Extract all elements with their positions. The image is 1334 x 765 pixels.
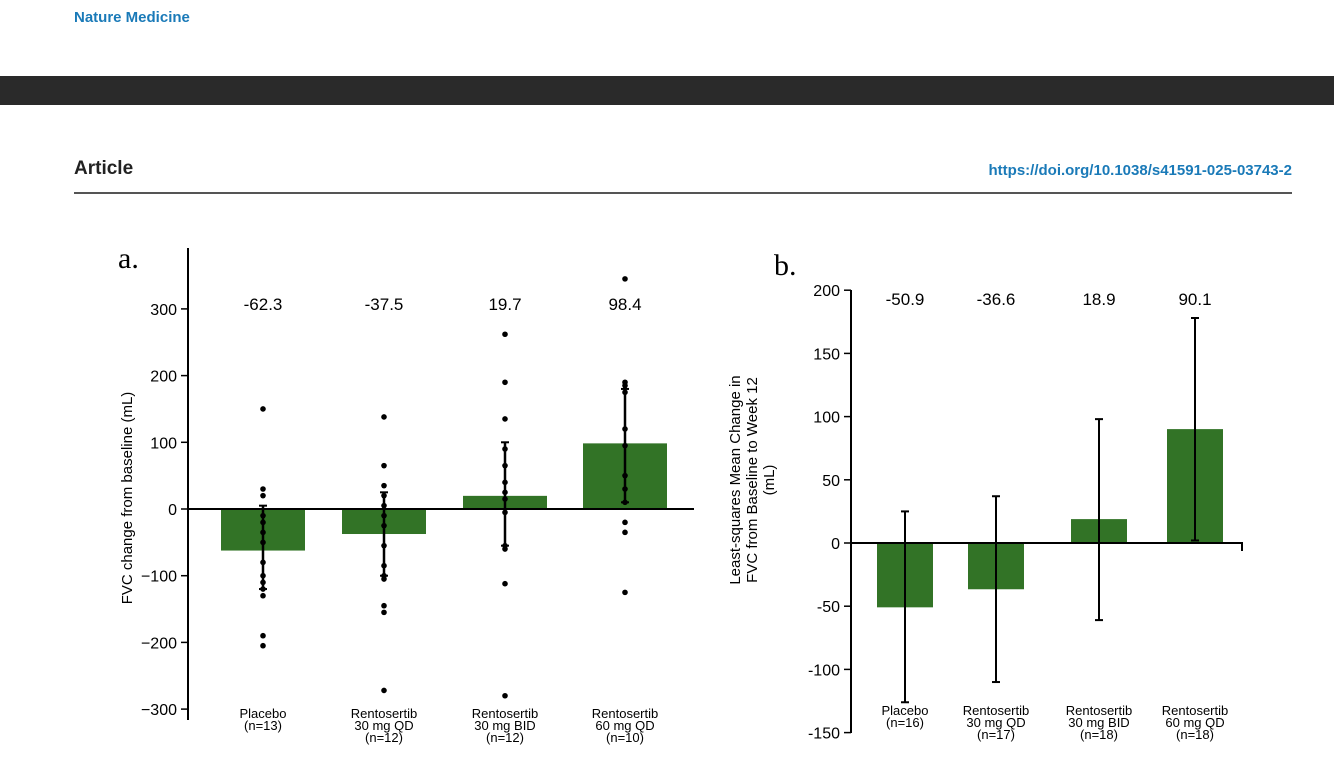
charta-value-label-1: -62.3: [244, 295, 283, 314]
charta-point-2-14: [381, 687, 387, 694]
charta-category-label-2-2: 30 mg QD: [354, 718, 413, 733]
chartb-ylabel-2: FVC from Baseline to Week 12: [744, 377, 761, 583]
chartb-category-label-3-2: 30 mg BID: [1068, 715, 1129, 730]
charta-category-label-4-3: (n=10): [606, 730, 644, 745]
charta-point-2-13: [381, 609, 387, 616]
chartb-category-label-4-3: (n=18): [1176, 727, 1214, 742]
charta-point-1-2: [260, 486, 266, 492]
chartb-category-label-1-2: (n=16): [886, 715, 924, 730]
chartb-category-label-2-3: (n=17): [977, 727, 1015, 742]
header-band: [0, 76, 1334, 105]
chartb-value-label-3: 18.9: [1082, 290, 1115, 309]
charta-ytick-label-6: −200: [141, 635, 177, 652]
charta-panel-label: a.: [118, 242, 139, 275]
chartb-category-label-1-1: Placebo: [882, 703, 929, 718]
charta-point-4-11: [622, 529, 628, 536]
charta-category-label-3-3: (n=12): [486, 730, 524, 745]
chartb-category-label-4-1: Rentosertib: [1162, 703, 1228, 718]
chartb-ylabel-3: (mL): [761, 465, 778, 496]
chartb-ytick-label-7: -100: [808, 662, 840, 679]
doi-link[interactable]: https://doi.org/10.1038/s41591-025-03743…: [988, 162, 1293, 179]
charta-category-label-3-2: 30 mg BID: [474, 718, 535, 733]
charta-point-3-3: [502, 416, 508, 422]
charta-ytick-label-3: 100: [150, 435, 177, 452]
chartb-ylabel-1: Least-squares Mean Change in: [727, 375, 744, 584]
charta-value-label-3: 19.7: [488, 295, 521, 314]
charta-value-label-4: 98.4: [608, 295, 641, 314]
charta-point-3-1: [502, 331, 508, 338]
charta-point-4-12: [622, 589, 628, 596]
charta-point-3-12: [502, 580, 508, 587]
charta-point-2-12: [381, 602, 387, 609]
chartb-category-label-3-1: Rentosertib: [1066, 703, 1132, 718]
charta-category-label-4-2: 60 mg QD: [595, 718, 654, 733]
charta-point-3-11: [502, 546, 508, 552]
charta-point-4-1: [622, 276, 628, 282]
charta-point-1-13: [260, 632, 266, 639]
charta-point-4-10: [622, 519, 628, 526]
chartb-ytick-label-4: 50: [822, 473, 840, 490]
charta-ytick-label-4: 0: [168, 502, 177, 519]
chartb-ytick-label-6: -50: [817, 599, 840, 616]
chartb-category-label-3-3: (n=18): [1080, 727, 1118, 742]
charta-point-2-1: [381, 414, 387, 420]
chartb-category-label-2-1: Rentosertib: [963, 703, 1029, 718]
charta-ytick-label-2: 200: [150, 369, 177, 386]
chartb-value-label-4: 90.1: [1178, 290, 1211, 309]
chartb-value-label-1: -50.9: [886, 290, 925, 309]
charta-category-label-1-2: (n=13): [244, 718, 282, 733]
chartb-panel-label: b.: [774, 249, 797, 282]
chartb-ytick-label-5: 0: [831, 536, 840, 553]
charta-point-1-1: [260, 406, 266, 412]
journal-name: Nature Medicine: [74, 9, 190, 26]
charta-ylabel-1: FVC change from baseline (mL): [119, 392, 136, 605]
charta-point-1-3: [260, 492, 266, 499]
article-type: Article: [74, 158, 134, 179]
chartb-value-label-2: -36.6: [977, 290, 1016, 309]
charta-point-1-12: [260, 592, 266, 599]
chartb-category-label-2-2: 30 mg QD: [966, 715, 1025, 730]
charta-point-2-11: [381, 576, 387, 582]
charta-category-label-2-3: (n=12): [365, 730, 403, 745]
chartb-category-label-4-2: 60 mg QD: [1165, 715, 1224, 730]
charta-point-1-14: [260, 642, 266, 649]
chartb-ytick-label-2: 150: [813, 346, 840, 363]
chartb-ytick-label-1: 200: [813, 283, 840, 300]
charta-ytick-label-7: −300: [141, 702, 177, 719]
charta-point-3-13: [502, 692, 508, 699]
charta-category-label-4-1: Rentosertib: [592, 706, 658, 721]
chartb-ytick-label-8: -150: [808, 726, 840, 743]
charta-point-3-2: [502, 379, 508, 386]
charta-ytick-label-1: 300: [150, 302, 177, 319]
header-rule: [74, 192, 1292, 194]
charta-value-label-2: -37.5: [365, 295, 404, 314]
charta-point-2-3: [381, 482, 387, 489]
charta-category-label-1-1: Placebo: [240, 706, 287, 721]
charta-point-4-3: [622, 382, 628, 389]
charta-ytick-label-5: −100: [141, 569, 177, 586]
charta-point-2-2: [381, 462, 387, 469]
charta-category-label-2-1: Rentosertib: [351, 706, 417, 721]
charta-category-label-3-1: Rentosertib: [472, 706, 538, 721]
chartb-ytick-label-3: 100: [813, 410, 840, 427]
